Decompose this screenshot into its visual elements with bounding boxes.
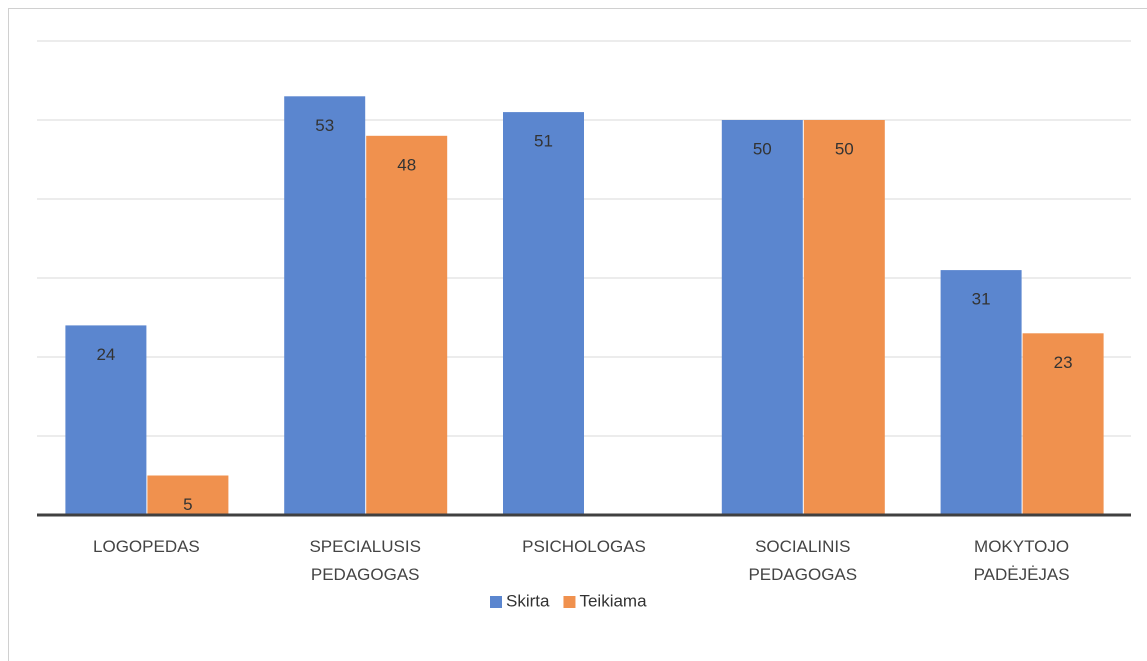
bar xyxy=(1022,333,1104,515)
data-label: 48 xyxy=(397,155,416,174)
bar xyxy=(803,120,885,515)
legend-label: Skirta xyxy=(506,591,550,610)
bar xyxy=(503,112,584,515)
data-label: 24 xyxy=(96,345,115,364)
data-label: 23 xyxy=(1054,353,1073,372)
legend-swatch xyxy=(490,596,502,608)
data-label: 50 xyxy=(835,139,854,158)
data-label: 53 xyxy=(315,116,334,135)
bar xyxy=(65,325,147,515)
x-tick-label: LOGOPEDAS xyxy=(93,537,200,556)
bar xyxy=(940,270,1022,515)
bar xyxy=(284,96,366,516)
x-tick-label: SOCIALINIS PEDAGOGAS xyxy=(748,537,857,584)
bar xyxy=(366,135,448,516)
x-tick-label: PSICHOLOGAS xyxy=(522,537,646,556)
data-label: 31 xyxy=(972,290,991,309)
bar xyxy=(147,475,229,515)
chart-frame xyxy=(8,8,1147,661)
legend-label: Teikiama xyxy=(579,591,647,610)
legend-swatch xyxy=(563,596,576,608)
x-tick-label: SPECIALUSIS PEDAGOGAS xyxy=(309,537,421,584)
data-label: 50 xyxy=(753,139,772,158)
data-label: 5 xyxy=(183,495,192,514)
x-tick-label: MOKYTOJO PADĖJĖJAS xyxy=(974,537,1070,584)
bar xyxy=(721,120,803,515)
data-label: 51 xyxy=(534,132,553,151)
